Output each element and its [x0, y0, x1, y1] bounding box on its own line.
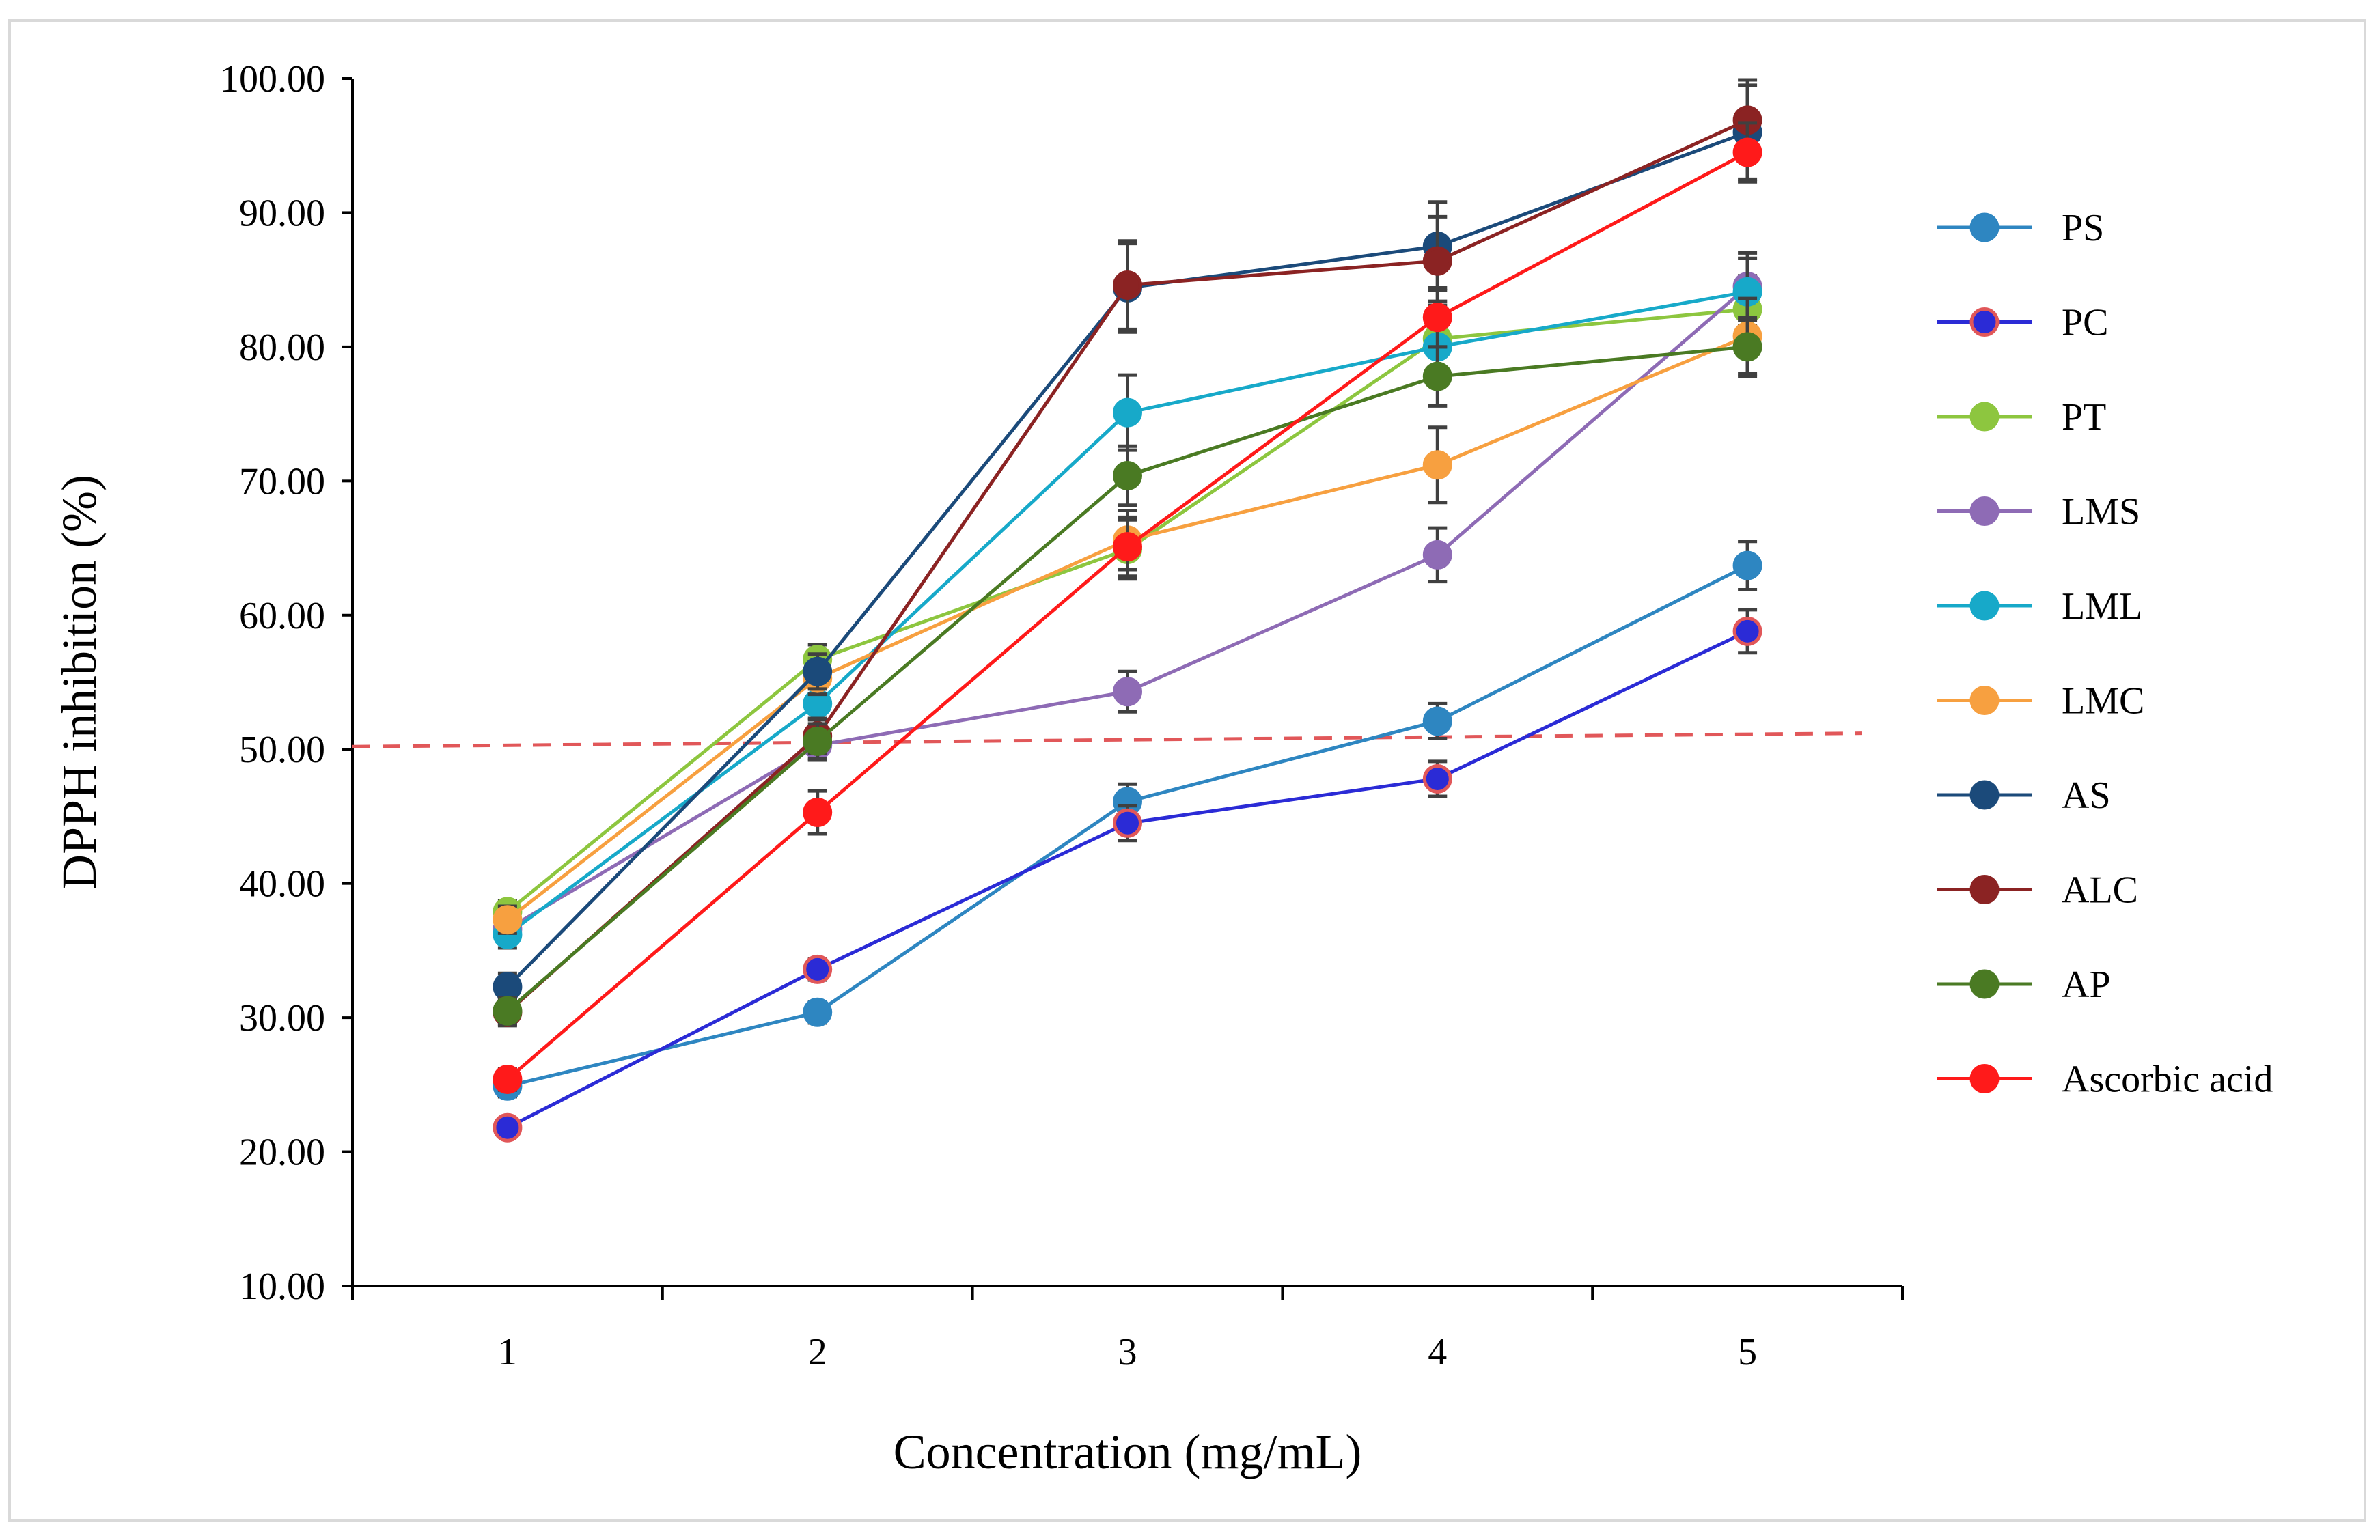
series-ap: [493, 316, 1762, 1026]
legend-item: LML: [1937, 585, 2142, 628]
legend-item: LMS: [1937, 491, 2140, 533]
data-point: [803, 726, 833, 756]
legend-item: LMC: [1937, 680, 2144, 723]
legend-swatch-marker: [1969, 307, 2000, 337]
y-tick-label: 90.00: [239, 192, 325, 234]
data-point: [803, 997, 833, 1027]
x-tick-label: 3: [1118, 1331, 1137, 1373]
legend-label: LML: [2062, 585, 2142, 628]
legend-swatch-marker: [1969, 402, 2000, 432]
data-point: [1732, 616, 1762, 646]
y-tick-label: 40.00: [239, 863, 325, 906]
y-tick-label: 100.00: [220, 58, 325, 100]
data-point: [493, 1112, 523, 1143]
series-lml: [493, 256, 1762, 950]
data-point: [1422, 764, 1452, 794]
data-point: [493, 1064, 523, 1094]
data-point: [1732, 550, 1762, 580]
series-pc: [493, 608, 1762, 1143]
legend-item: AP: [1937, 964, 2111, 1006]
legend-swatch-marker: [1969, 212, 2000, 242]
legend-item: PC: [1937, 302, 2109, 344]
y-axis-title: DPPH inhibition (%): [52, 475, 107, 890]
data-point: [1422, 303, 1452, 333]
data-point: [1422, 450, 1452, 480]
data-point: [1113, 808, 1142, 838]
y-tick-label: 20.00: [239, 1132, 325, 1174]
data-point: [493, 905, 523, 935]
x-axis-title: Concentration (mg/mL): [894, 1425, 1362, 1479]
data-point: [493, 996, 523, 1026]
x-tick-label: 2: [808, 1331, 827, 1373]
y-tick-label: 60.00: [239, 595, 325, 637]
legend-swatch-marker: [1969, 686, 2000, 715]
data-point: [1732, 332, 1762, 362]
axes: 10.00 20.00 30.00 40.00 50.00 60.00 70.00 80.00…: [220, 58, 1904, 1373]
legend-swatch-marker: [1969, 780, 2000, 810]
x-tick-label: 5: [1738, 1331, 1757, 1373]
legend-label: PT: [2062, 396, 2106, 438]
series-ascorbic-acid: [493, 121, 1762, 1094]
data-point: [1422, 361, 1452, 391]
reference-line-group: [352, 731, 1862, 748]
data-point: [803, 798, 833, 828]
legend-label: AP: [2062, 964, 2111, 1006]
legend-item: PS: [1937, 207, 2104, 249]
y-tick-label: 30.00: [239, 997, 325, 1039]
legend-label: PC: [2062, 302, 2109, 344]
y-tick-label: 10.00: [239, 1265, 325, 1308]
y-tick-label: 50.00: [239, 729, 325, 771]
data-point: [803, 954, 833, 984]
data-point: [803, 656, 833, 686]
data-point: [1113, 677, 1142, 707]
data-point: [1113, 532, 1142, 562]
legend-label: LMS: [2062, 491, 2140, 533]
y-tick-label: 80.00: [239, 326, 325, 369]
chart-frame: [8, 19, 2366, 1522]
legend-item: Ascorbic acid: [1937, 1059, 2273, 1101]
legend-swatch-marker: [1969, 969, 2000, 999]
reference-line-50: [352, 731, 1862, 748]
data-point: [1732, 137, 1762, 167]
data-point: [1113, 460, 1142, 490]
x-tick-label: 4: [1428, 1331, 1447, 1373]
data-point: [1422, 540, 1452, 570]
y-tick-label: 70.00: [239, 460, 325, 503]
legend-swatch-marker: [1969, 591, 2000, 621]
legend-item: ALC: [1937, 869, 2138, 912]
legend-swatch-marker: [1969, 496, 2000, 526]
legend-item: AS: [1937, 774, 2111, 817]
legend-swatch-marker: [1969, 1064, 2000, 1093]
data-point: [1113, 270, 1142, 300]
data-point: [1113, 397, 1142, 428]
legend-label: Ascorbic acid: [2062, 1059, 2273, 1101]
legend-label: PS: [2062, 207, 2104, 249]
legend-swatch-marker: [1969, 875, 2000, 904]
legend-label: AS: [2062, 774, 2111, 817]
x-tick-label: 1: [498, 1331, 517, 1373]
legend-label: ALC: [2062, 869, 2138, 912]
data-point: [1422, 246, 1452, 276]
legend: PS PC PT LMS LML LMC AS ALC AP Ascorbic acid: [1937, 207, 2273, 1101]
legend-label: LMC: [2062, 680, 2144, 723]
data-point: [1422, 706, 1452, 736]
series-group: [493, 78, 1762, 1143]
legend-item: PT: [1937, 396, 2106, 438]
